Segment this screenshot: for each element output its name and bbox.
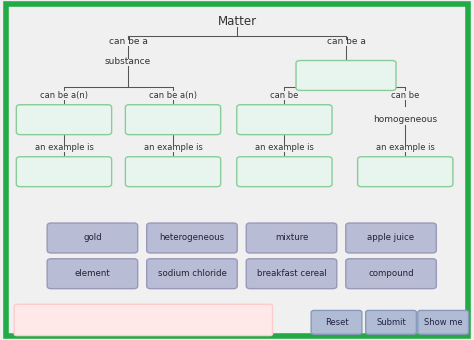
Text: mixture: mixture — [275, 234, 308, 242]
FancyBboxPatch shape — [125, 157, 220, 187]
FancyBboxPatch shape — [147, 223, 237, 253]
FancyBboxPatch shape — [311, 310, 362, 334]
FancyBboxPatch shape — [246, 259, 337, 289]
Text: homogeneous: homogeneous — [373, 115, 438, 124]
Text: heterogeneous: heterogeneous — [159, 234, 225, 242]
Text: can be a: can be a — [109, 37, 147, 46]
Text: an example is: an example is — [376, 143, 435, 152]
FancyBboxPatch shape — [237, 105, 332, 135]
FancyBboxPatch shape — [365, 310, 416, 334]
Text: breakfast cereal: breakfast cereal — [256, 269, 327, 278]
Text: can be a: can be a — [327, 37, 365, 46]
Text: an example is: an example is — [144, 143, 202, 152]
Text: substance: substance — [105, 57, 151, 66]
FancyBboxPatch shape — [346, 223, 436, 253]
Text: can be: can be — [270, 91, 299, 100]
FancyBboxPatch shape — [237, 157, 332, 187]
FancyBboxPatch shape — [17, 157, 112, 187]
Text: Reset: Reset — [325, 318, 348, 327]
FancyBboxPatch shape — [14, 304, 273, 336]
FancyBboxPatch shape — [246, 223, 337, 253]
Text: compound: compound — [368, 269, 414, 278]
Text: Matter: Matter — [218, 15, 256, 28]
Text: apple juice: apple juice — [367, 234, 415, 242]
Text: sodium chloride: sodium chloride — [157, 269, 227, 278]
FancyBboxPatch shape — [47, 259, 137, 289]
FancyBboxPatch shape — [357, 157, 453, 187]
FancyBboxPatch shape — [6, 4, 468, 336]
FancyBboxPatch shape — [47, 223, 137, 253]
Text: Submit: Submit — [376, 318, 406, 327]
FancyBboxPatch shape — [147, 259, 237, 289]
FancyBboxPatch shape — [346, 259, 436, 289]
Text: can be a(n): can be a(n) — [40, 91, 88, 100]
Text: element: element — [74, 269, 110, 278]
Text: gold: gold — [83, 234, 102, 242]
Text: can be: can be — [391, 91, 419, 100]
FancyBboxPatch shape — [125, 105, 220, 135]
FancyBboxPatch shape — [296, 61, 396, 90]
Text: an example is: an example is — [35, 143, 93, 152]
Text: can be a(n): can be a(n) — [149, 91, 197, 100]
FancyBboxPatch shape — [418, 310, 468, 334]
Text: an example is: an example is — [255, 143, 314, 152]
Text: Show me: Show me — [424, 318, 463, 327]
FancyBboxPatch shape — [17, 105, 112, 135]
